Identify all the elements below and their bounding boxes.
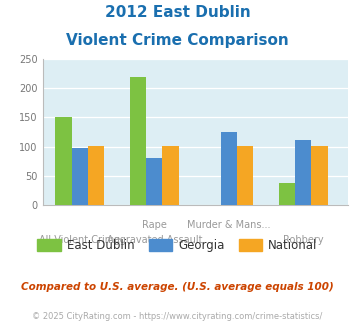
Bar (72, 148, 88, 205)
Bar (237, 146, 253, 205)
Bar (295, 140, 311, 205)
Text: © 2025 CityRating.com - https://www.cityrating.com/crime-statistics/: © 2025 CityRating.com - https://www.city… (32, 312, 323, 321)
Legend: East Dublin, Georgia, National: East Dublin, Georgia, National (33, 235, 322, 257)
Text: Aggravated Assault: Aggravated Assault (106, 235, 202, 245)
Bar (130, 77, 146, 205)
Bar (220, 132, 237, 205)
Bar (88, 146, 104, 205)
Text: Rape: Rape (142, 220, 167, 230)
Text: Compared to U.S. average. (U.S. average equals 100): Compared to U.S. average. (U.S. average … (21, 282, 334, 292)
Bar (163, 146, 179, 205)
Bar (55, 117, 72, 205)
Bar (311, 146, 328, 205)
Text: 2012 East Dublin: 2012 East Dublin (105, 5, 250, 20)
Text: All Violent Crime: All Violent Crime (39, 235, 120, 245)
Bar (146, 158, 163, 205)
Text: Murder & Mans...: Murder & Mans... (187, 220, 271, 230)
Bar (279, 183, 295, 205)
Text: Robbery: Robbery (283, 235, 323, 245)
Text: Violent Crime Comparison: Violent Crime Comparison (66, 33, 289, 48)
